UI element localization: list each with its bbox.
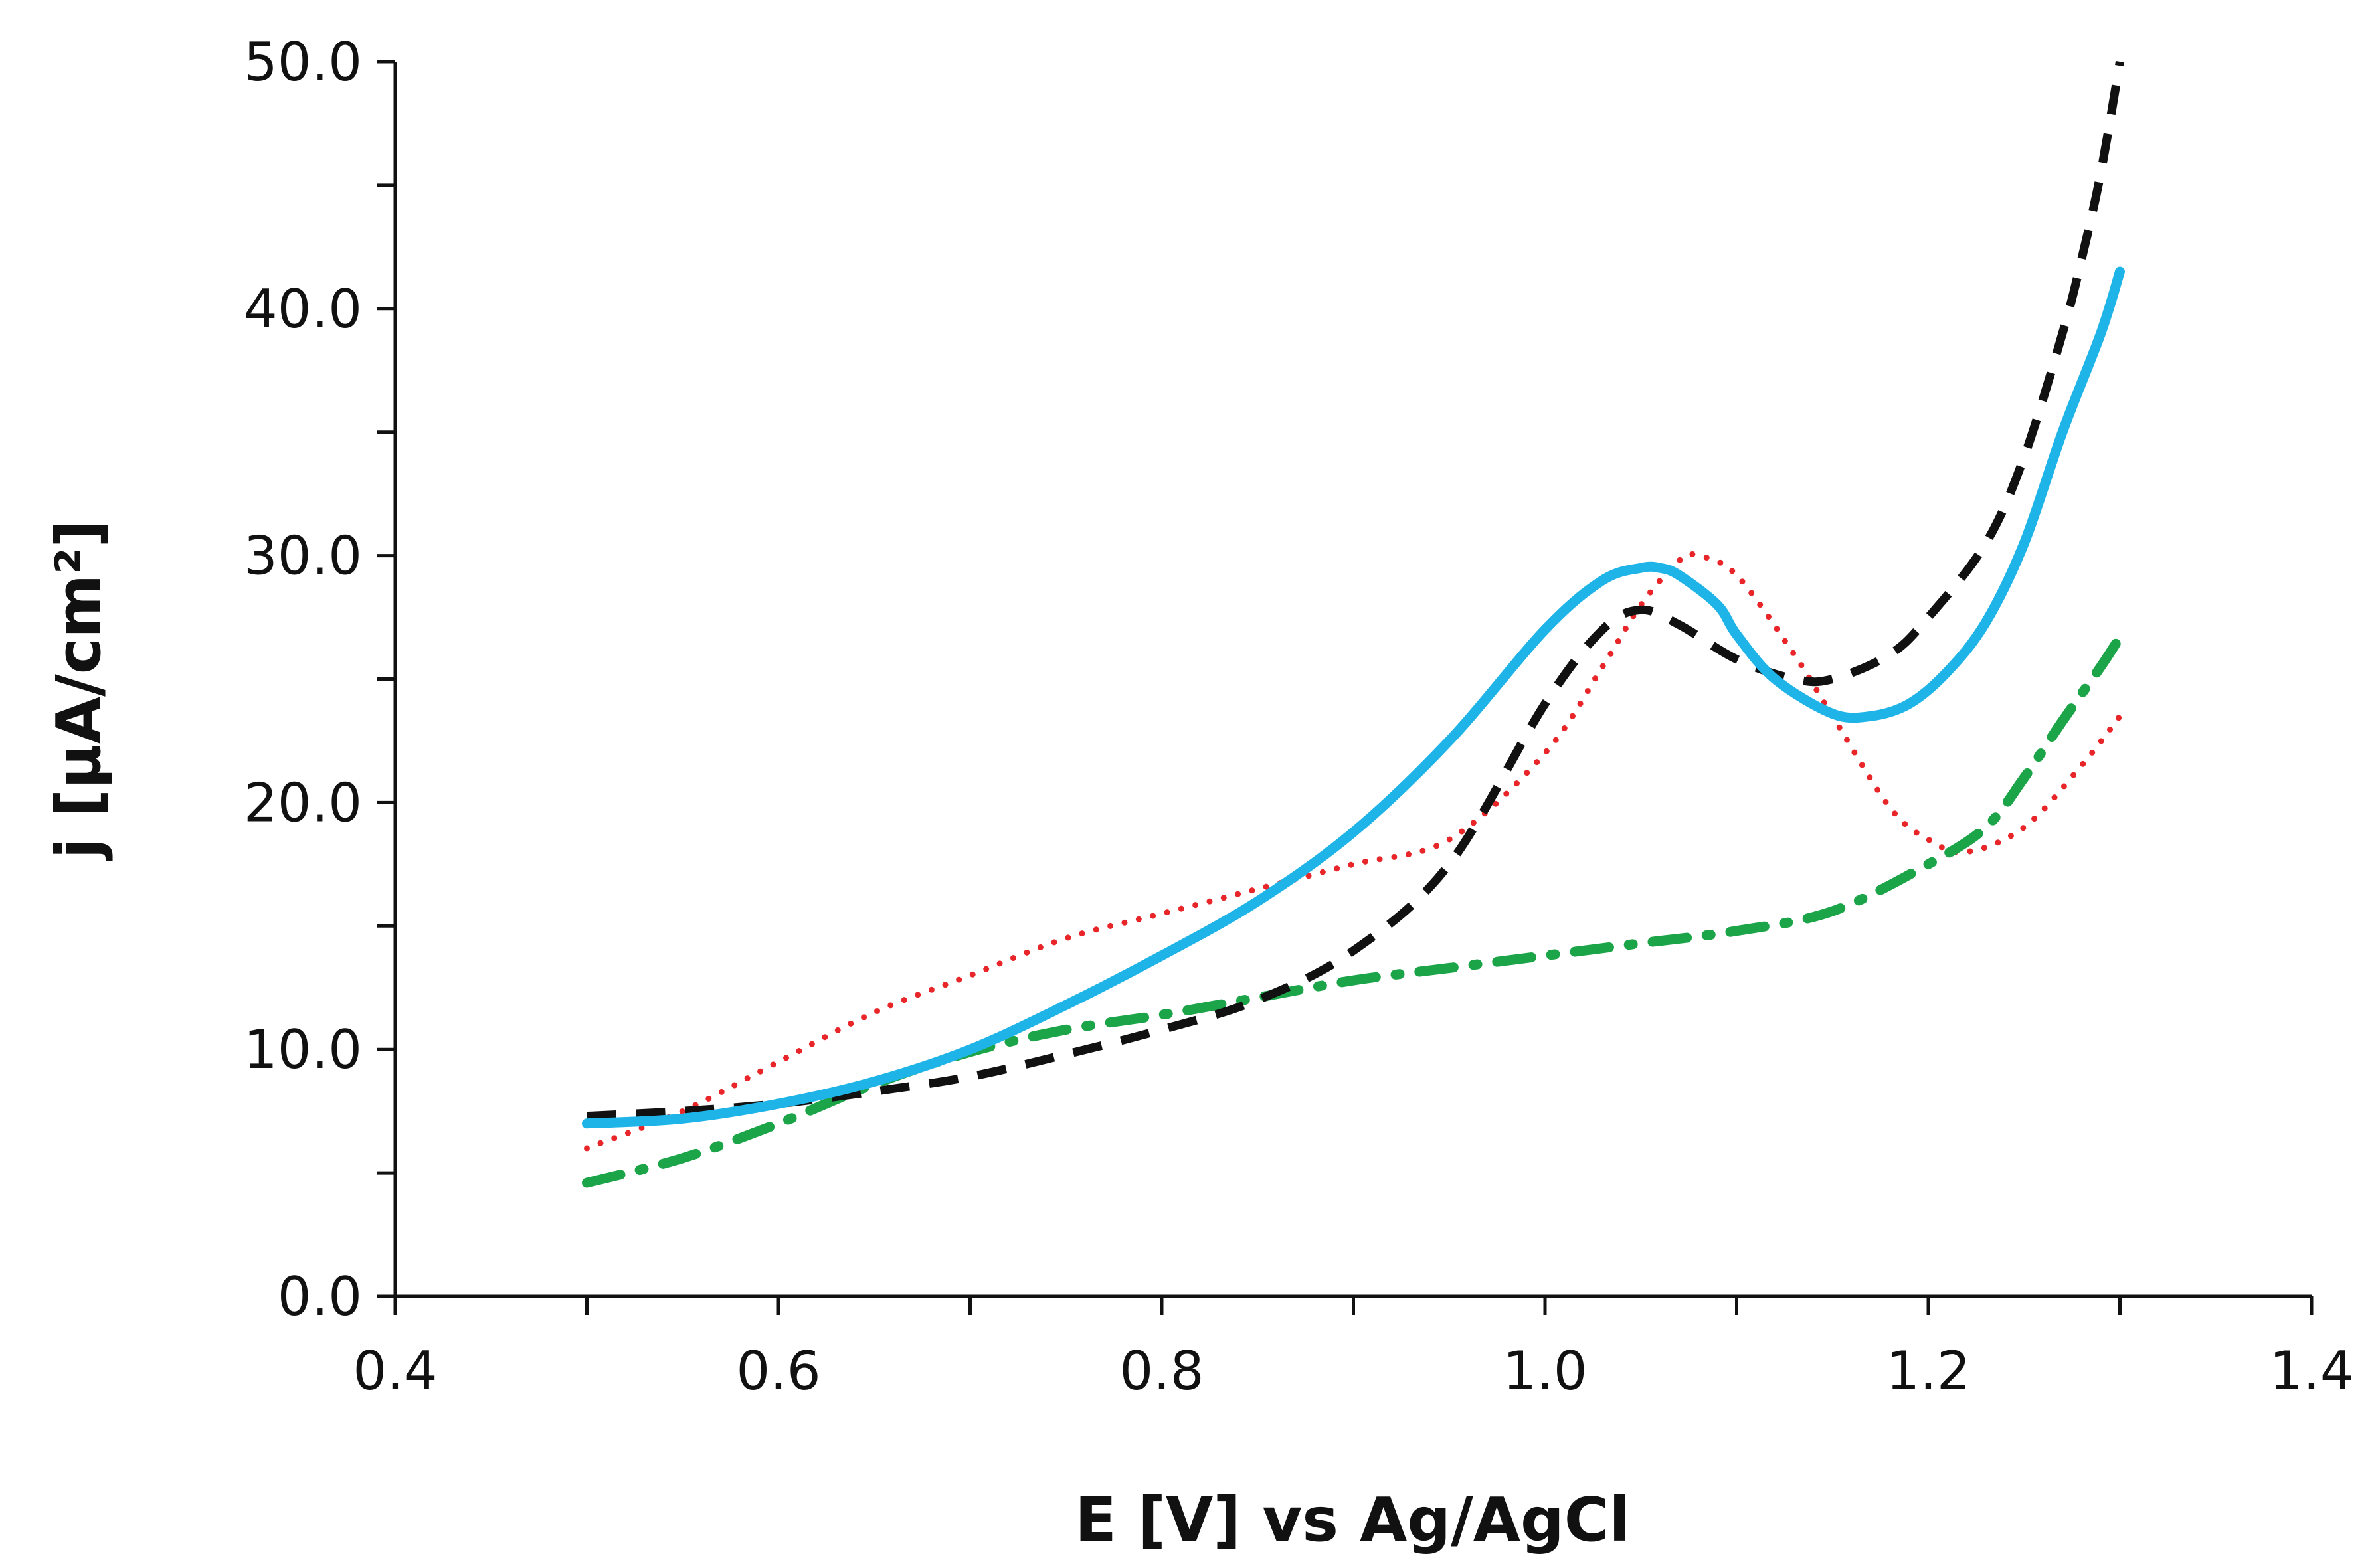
- series-line-black-dashed: [587, 60, 2124, 1121]
- x-minor-ticks: [393, 1296, 2314, 1315]
- y-tick-label: 20.0: [244, 772, 362, 833]
- y-minor-ticks: [377, 60, 395, 1298]
- x-tick-label: 0.4: [353, 1340, 437, 1402]
- y-tick-labels: 0.0 10.0 20.0 30.0 40.0 50.0: [244, 31, 362, 1328]
- series-line-green-dash-dot: [582, 632, 2125, 1188]
- x-tick-label: 0.6: [736, 1340, 820, 1402]
- x-tick-labels: 0.4 0.6 0.8 1.0 1.2 1.4: [353, 1340, 2353, 1402]
- x-axis-title: E [V] vs Ag/AgCl: [1075, 1484, 1630, 1555]
- y-tick-label: 50.0: [244, 31, 362, 93]
- series-line-blue-solid: [582, 266, 2125, 1129]
- y-axis-title: j [μA/cm²]: [43, 520, 114, 862]
- x-tick-label: 1.0: [1503, 1340, 1587, 1402]
- y-tick-label: 10.0: [244, 1019, 362, 1081]
- y-tick-label: 0.0: [278, 1266, 362, 1328]
- y-tick-label: 30.0: [244, 525, 362, 587]
- x-tick-label: 0.8: [1119, 1340, 1204, 1402]
- series-line-red-dotted: [584, 551, 2123, 1152]
- y-tick-label: 40.0: [244, 278, 362, 340]
- series-layer: [582, 60, 2125, 1188]
- x-tick-label: 1.2: [1886, 1340, 1970, 1402]
- x-tick-label: 1.4: [2269, 1340, 2353, 1402]
